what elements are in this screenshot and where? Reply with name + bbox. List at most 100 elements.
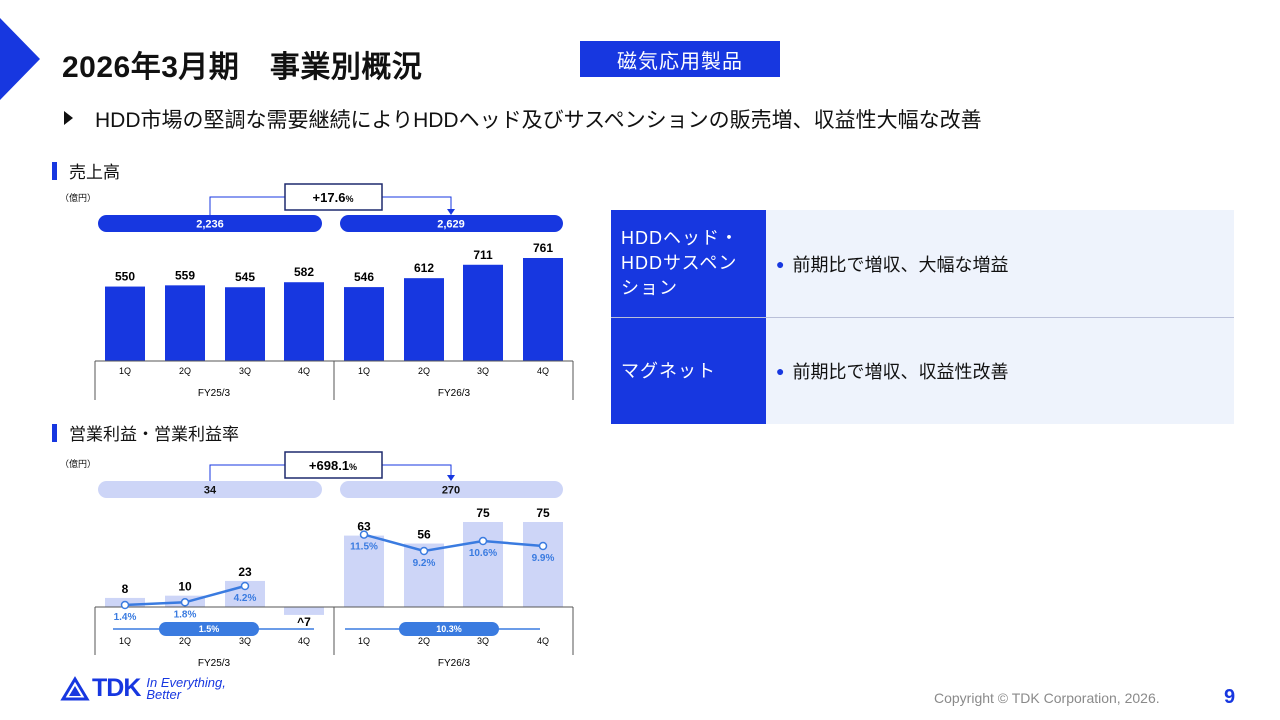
tdk-logo: TDK In Everything, Better (60, 674, 226, 703)
margin-point (240, 581, 250, 591)
op-value-label: 10 (178, 580, 192, 594)
op-value-label: 23 (238, 565, 252, 579)
table-row: マグネット ● 前期比で増収、収益性改善 (611, 317, 1234, 424)
sales-bar (284, 282, 324, 361)
growth-connector (209, 464, 285, 481)
logo-word: TDK (92, 674, 141, 702)
op-value-label: 56 (417, 528, 431, 542)
growth-box (284, 451, 383, 479)
x-tick-label: 4Q (537, 636, 549, 646)
growth-arrow-icon (447, 475, 455, 481)
group-label: FY26/3 (438, 388, 471, 399)
table-row: HDDヘッド・ HDDサスペン ション ● 前期比で増収、大幅な増益 (611, 210, 1234, 317)
sales-value-label: 582 (294, 265, 314, 279)
summary-table: HDDヘッド・ HDDサスペン ション ● 前期比で増収、大幅な増益 マグネット… (611, 210, 1234, 424)
corner-triangle (0, 18, 40, 100)
sales-value-label: 546 (354, 270, 374, 284)
sales-bar (463, 264, 503, 361)
margin-point (359, 530, 369, 539)
op-label: 営業利益・営業利益率 (69, 425, 239, 444)
x-tick-label: 2Q (418, 366, 430, 376)
x-tick-label: 2Q (179, 636, 191, 646)
group-label: FY26/3 (438, 658, 471, 669)
x-tick-label: 1Q (119, 366, 131, 376)
table-row-head-line: HDDサスペン (621, 253, 738, 273)
op-value-label: 75 (476, 506, 490, 520)
op-bar (344, 535, 384, 607)
fy-total-pill (98, 481, 322, 498)
x-tick-label: 4Q (298, 366, 310, 376)
fy-total-pill (98, 215, 322, 232)
sales-bar (404, 278, 444, 361)
x-tick-label: 2Q (179, 366, 191, 376)
annual-margin-pill (159, 622, 259, 636)
fy-total-label: 34 (204, 485, 217, 497)
table-row-text: 前期比で増収、収益性改善 (792, 362, 1009, 382)
margin-value-label: 9.2% (413, 558, 436, 569)
x-tick-label: 4Q (537, 366, 549, 376)
sales-value-label: 545 (235, 270, 255, 284)
margin-point (180, 598, 190, 607)
growth-connector (209, 196, 285, 215)
growth-label: +17.6% (313, 190, 354, 205)
growth-box (284, 183, 383, 211)
tdk-emblem-icon (60, 675, 90, 700)
x-tick-label: 1Q (119, 636, 131, 646)
margin-point (538, 541, 548, 551)
margin-value-label: 4.2% (234, 593, 257, 604)
bullet-icon: ● (776, 255, 785, 272)
op-section-label: 営業利益・営業利益率 (52, 420, 239, 445)
table-row-head: HDDヘッド・ HDDサスペン ション (611, 210, 766, 317)
group-label: FY25/3 (198, 658, 231, 669)
op-value-label: 63 (357, 520, 371, 534)
x-tick-label: 3Q (239, 366, 251, 376)
margin-value-label: 11.5% (350, 542, 378, 553)
sales-label: 売上高 (69, 163, 120, 182)
annual-margin-pill (399, 622, 499, 636)
sales-bar (344, 287, 384, 361)
x-tick-label: 4Q (298, 636, 310, 646)
fy-total-label: 2,629 (437, 219, 465, 231)
page-number: 9 (1224, 686, 1236, 708)
annual-margin-label: 10.3% (436, 624, 462, 634)
fy-total-pill (340, 215, 563, 232)
sales-value-label: 550 (115, 270, 135, 284)
sales-bar (105, 286, 145, 361)
margin-line (363, 533, 544, 553)
page-title: 2026年3月期 事業別概況 (62, 51, 423, 84)
table-row-text: 前期比で増収、大幅な増益 (792, 254, 1009, 275)
sales-bar (165, 285, 205, 361)
x-tick-label: 2Q (418, 636, 430, 646)
x-tick-label: 1Q (358, 366, 370, 376)
logo-slogan-line: In Everything, (146, 674, 226, 690)
bullet-icon: ● (776, 363, 785, 379)
headline: HDD市場の堅調な需要継続によりHDDヘッド及びサスペンションの販売増、収益性大… (95, 109, 982, 132)
table-row-head-line: マグネット (621, 360, 716, 381)
x-tick-label: 3Q (477, 366, 489, 376)
fy-total-label: 2,236 (196, 219, 224, 231)
copyright: Copyright © TDK Corporation, 2026. (934, 690, 1160, 706)
op-unit: （億円） (60, 459, 97, 469)
table-row-head: マグネット (611, 318, 766, 424)
sales-value-label: 559 (175, 268, 195, 282)
x-tick-label: 1Q (358, 636, 370, 646)
table-row-body: ● 前期比で増収、収益性改善 (766, 318, 1234, 424)
sales-value-label: 612 (414, 261, 434, 275)
margin-point (419, 546, 429, 556)
annual-margin-label: 1.5% (199, 624, 220, 634)
sales-bar (523, 258, 563, 361)
margin-value-label: 9.9% (532, 553, 555, 564)
table-row-head-line: ション (621, 278, 678, 298)
logo-slogan: In Everything, Better (146, 674, 226, 701)
margin-point (478, 536, 488, 546)
growth-label: +698.1% (309, 458, 357, 473)
op-value-label: ^7 (297, 615, 311, 629)
segment-badge: 磁気応用製品 (580, 41, 780, 77)
fy-total-label: 270 (442, 485, 460, 497)
x-tick-label: 3Q (239, 636, 251, 646)
sales-unit: （億円） (60, 193, 97, 203)
op-bar (284, 607, 324, 615)
op-value-label: 75 (536, 506, 550, 520)
table-row-head-line: HDDヘッド・ (621, 228, 739, 248)
